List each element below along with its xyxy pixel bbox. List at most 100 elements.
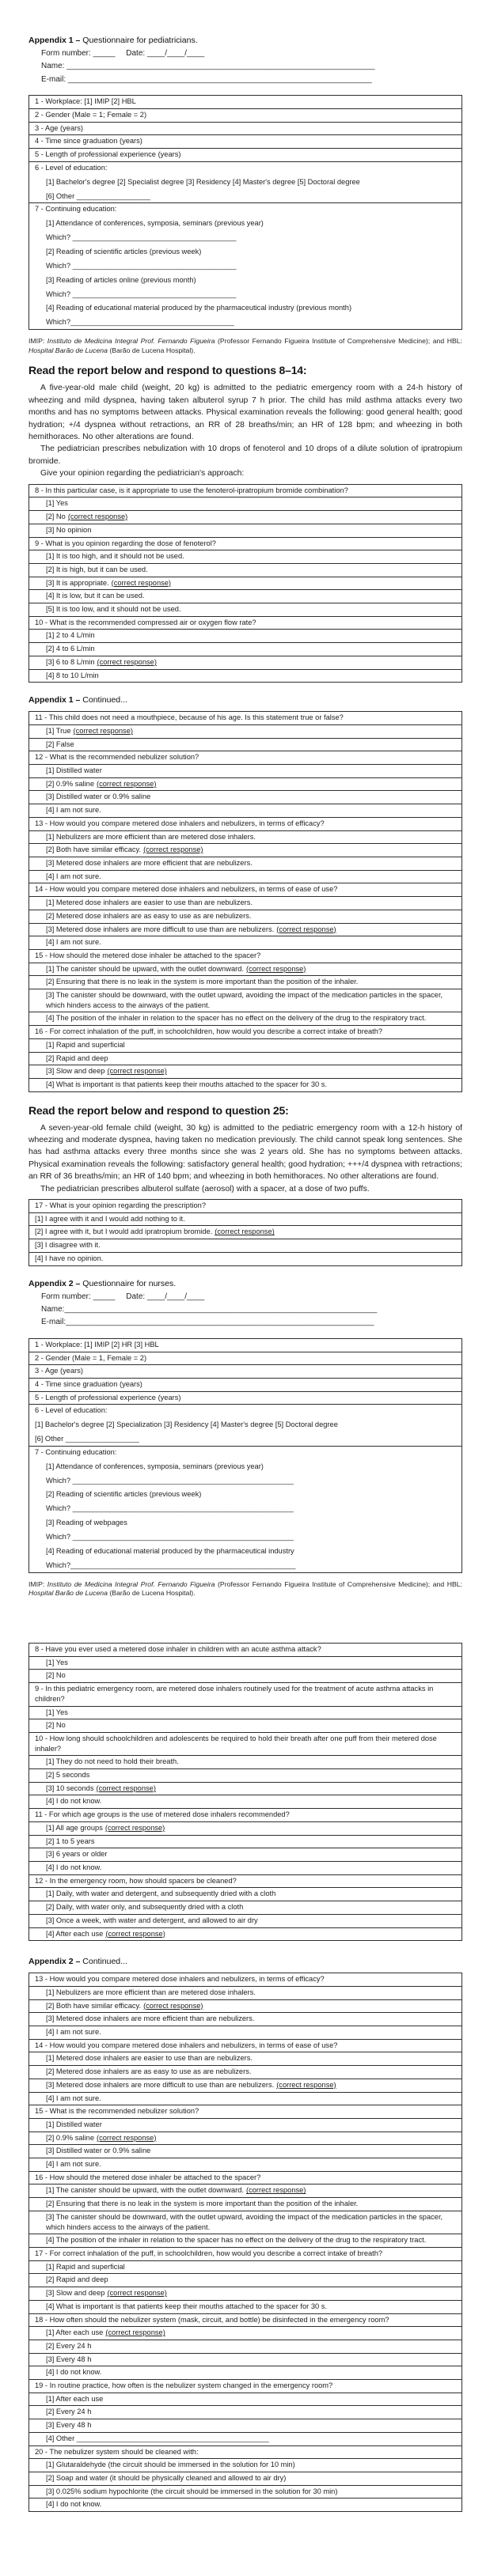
- row-text: [1] Metered dose inhalers are easier to …: [46, 898, 253, 907]
- row-text: [4] I am not sure.: [46, 2028, 101, 2037]
- correct-response-label: (correct response): [107, 2289, 167, 2298]
- row-text: 5 - Length of professional experience (y…: [35, 1393, 181, 1401]
- option-row: [1] Rapid and superficial: [29, 1038, 462, 1052]
- row-text: 9 - What is you opinion regarding the do…: [35, 539, 216, 547]
- row-text: [3] Every 48 h: [46, 2421, 92, 2430]
- row-text: [1] Yes: [46, 1658, 68, 1666]
- correct-response-label: (correct response): [276, 2080, 336, 2089]
- question-row: 17 - What is your opinion regarding the …: [29, 1200, 462, 1212]
- option-row: Which? _________________________________…: [29, 259, 462, 273]
- row-text: [6] Other __________________: [46, 191, 150, 200]
- report-paragraph: The pediatrician prescribes nebulization…: [28, 444, 462, 466]
- row-text: [4] Reading of educational material prod…: [46, 1547, 294, 1556]
- question-row: 16 - For correct inhalation of the puff,…: [29, 1025, 462, 1038]
- row-text: 6 - Level of education:: [35, 1406, 108, 1415]
- option-row: [3] The canister should be downward, wit…: [29, 989, 462, 1012]
- row-text: 14 - How would you compare metered dose …: [35, 2041, 338, 2049]
- question-row: 7 - Continuing education:: [29, 202, 462, 216]
- row-text: [4] I do not know.: [46, 1797, 102, 1806]
- row-text: [1] The canister should be upward, with …: [46, 2186, 244, 2195]
- option-row: [1] Yes: [29, 497, 462, 510]
- row-text: 6 - Level of education:: [35, 163, 108, 172]
- question-row: 10 - What is the recommended compressed …: [29, 615, 462, 630]
- option-row: [4] I do not know.: [29, 1861, 462, 1874]
- row-text: 15 - What is the recommended nebulizer s…: [35, 2107, 199, 2116]
- row-text: [2] Reading of scientific articles (prev…: [46, 1490, 202, 1499]
- row-text: [3] Reading of webpages: [46, 1519, 127, 1527]
- row-text: [4] After each use: [46, 1929, 104, 1938]
- footnote-segment: (Barão de Lucena Hospital).: [107, 346, 196, 354]
- row-text: 13 - How would you compare metered dose …: [35, 819, 325, 827]
- row-text: [1] Bachelor's degree [2] Specialization…: [35, 1420, 338, 1429]
- row-text: 7 - Continuing education:: [35, 205, 117, 214]
- row-text: [3] I disagree with it.: [35, 1241, 101, 1250]
- row-text: [1] I agree with it and I would add noth…: [35, 1214, 185, 1223]
- name-line: Name:___________________________________…: [41, 1305, 378, 1314]
- row-text: [2] Ensuring that there is no leak in th…: [46, 2200, 359, 2208]
- row-text: [1] Daily, with water and detergent, and…: [46, 1889, 276, 1898]
- email-line: E-mail: ________________________________…: [41, 74, 372, 84]
- row-text: 1 - Workplace: [1] IMIP [2] HR [3] HBL: [35, 1340, 159, 1349]
- row-text: [4] What is important is that patients k…: [46, 1080, 328, 1088]
- question-row: 15 - What is the recommended nebulizer s…: [29, 2105, 462, 2118]
- option-row: [4] I do not know.: [29, 1795, 462, 1808]
- question-row: 1 - Workplace: [1] IMIP [2] HBL: [29, 96, 462, 108]
- row-text: [4] I am not sure.: [46, 938, 101, 947]
- question-row: 1 - Workplace: [1] IMIP [2] HR [3] HBL: [29, 1339, 462, 1352]
- question-row: 4 - Time since graduation (years): [29, 134, 462, 148]
- row-text: [4] 8 to 10 L/min: [46, 671, 99, 679]
- option-row: [4] I do not know.: [29, 2498, 462, 2511]
- row-text: [3] 10 seconds: [46, 1784, 94, 1792]
- option-row: [3] 10 seconds (correct response): [29, 1781, 462, 1795]
- footnote-segment: (Professor Fernando Figueira Institute o…: [215, 1579, 463, 1588]
- appendix-label: Appendix 1 –: [28, 36, 81, 45]
- row-text: [2] 4 to 6 L/min: [46, 645, 95, 653]
- option-row: [4] Reading of educational material prod…: [29, 301, 462, 315]
- option-row: [4] 8 to 10 L/min: [29, 668, 462, 683]
- row-text: [1] Rapid and superficial: [46, 1040, 125, 1049]
- question-row: 18 - How often should the nebulizer syst…: [29, 2313, 462, 2327]
- row-text: [3] 6 to 8 L/min: [46, 657, 95, 666]
- option-row: [2] 0.9% saline (correct response): [29, 2131, 462, 2145]
- option-row: [1] Attendance of conferences, symposia,…: [29, 216, 462, 230]
- row-text: [1] Bachelor's degree [2] Specialist deg…: [46, 177, 360, 186]
- option-row: [1] Metered dose inhalers are easier to …: [29, 896, 462, 910]
- row-text: [2] Rapid and deep: [46, 2275, 108, 2284]
- correct-response-label: (correct response): [105, 2328, 165, 2337]
- row-text: [2] Every 24 h: [46, 2341, 92, 2350]
- question-row: 13 - How would you compare metered dose …: [29, 1973, 462, 1986]
- question-row: 20 - The nebulizer system should be clea…: [29, 2445, 462, 2459]
- name-line: Name: __________________________________…: [41, 62, 375, 71]
- row-text: [1] Nebulizers are more efficient than a…: [46, 832, 256, 841]
- appendix-label: Appendix 1 –: [28, 695, 81, 705]
- row-text: Which? _________________________________…: [46, 1533, 294, 1541]
- option-row: [5] It is too low, and it should not be …: [29, 603, 462, 616]
- row-text: 10 - How long should schoolchildren and …: [35, 1734, 437, 1753]
- row-text: Which? _________________________________…: [46, 1476, 294, 1485]
- correct-response-label: (correct response): [96, 1784, 156, 1792]
- row-text: 5 - Length of professional experience (y…: [35, 150, 181, 159]
- row-text: [4] The position of the inhaler in relat…: [46, 1014, 427, 1023]
- option-row: [2] Both have similar efficacy. (correct …: [29, 1999, 462, 2013]
- row-text: Which? _________________________________…: [46, 261, 237, 270]
- option-row: [3] 0.025% sodium hypochlorite (the circ…: [29, 2484, 462, 2498]
- row-text: [4] The position of the inhaler in relat…: [46, 2236, 427, 2245]
- row-text: 18 - How often should the nebulizer syst…: [35, 2315, 389, 2324]
- option-row: Which? _________________________________…: [29, 230, 462, 244]
- question-row: 14 - How would you compare metered dose …: [29, 2038, 462, 2052]
- row-text: 2 - Gender (Male = 1, Female = 2): [35, 1353, 147, 1362]
- option-row: [3] The canister should be downward, wit…: [29, 2210, 462, 2234]
- form-number-date-line: Form number: _____ Date: ____/____/____: [41, 1292, 205, 1301]
- row-text: Which? _________________________________…: [46, 289, 237, 298]
- option-row: [3] Reading of articles online (previous…: [29, 272, 462, 286]
- footnote-italic-segment: Instituto de Medicina Integral Prof. Fer…: [47, 1579, 215, 1588]
- row-text: [3] The canister should be downward, wit…: [46, 991, 443, 1009]
- option-row: [1] Bachelor's degree [2] Specialization…: [29, 1417, 462, 1432]
- row-text: [3] Slow and deep: [46, 2289, 105, 2298]
- option-row: [1] 2 to 4 L/min: [29, 629, 462, 642]
- abbreviations-footnote: IMIP: Instituto de Medicina Integral Pro…: [28, 1580, 462, 1598]
- row-text: [2] It is high, but it can be used.: [46, 565, 148, 573]
- correct-response-label: (correct response): [276, 925, 336, 933]
- option-row: [1] I agree with it and I would add noth…: [29, 1212, 462, 1226]
- appendix-title-text: Questionnaire for pediatricians.: [80, 36, 198, 45]
